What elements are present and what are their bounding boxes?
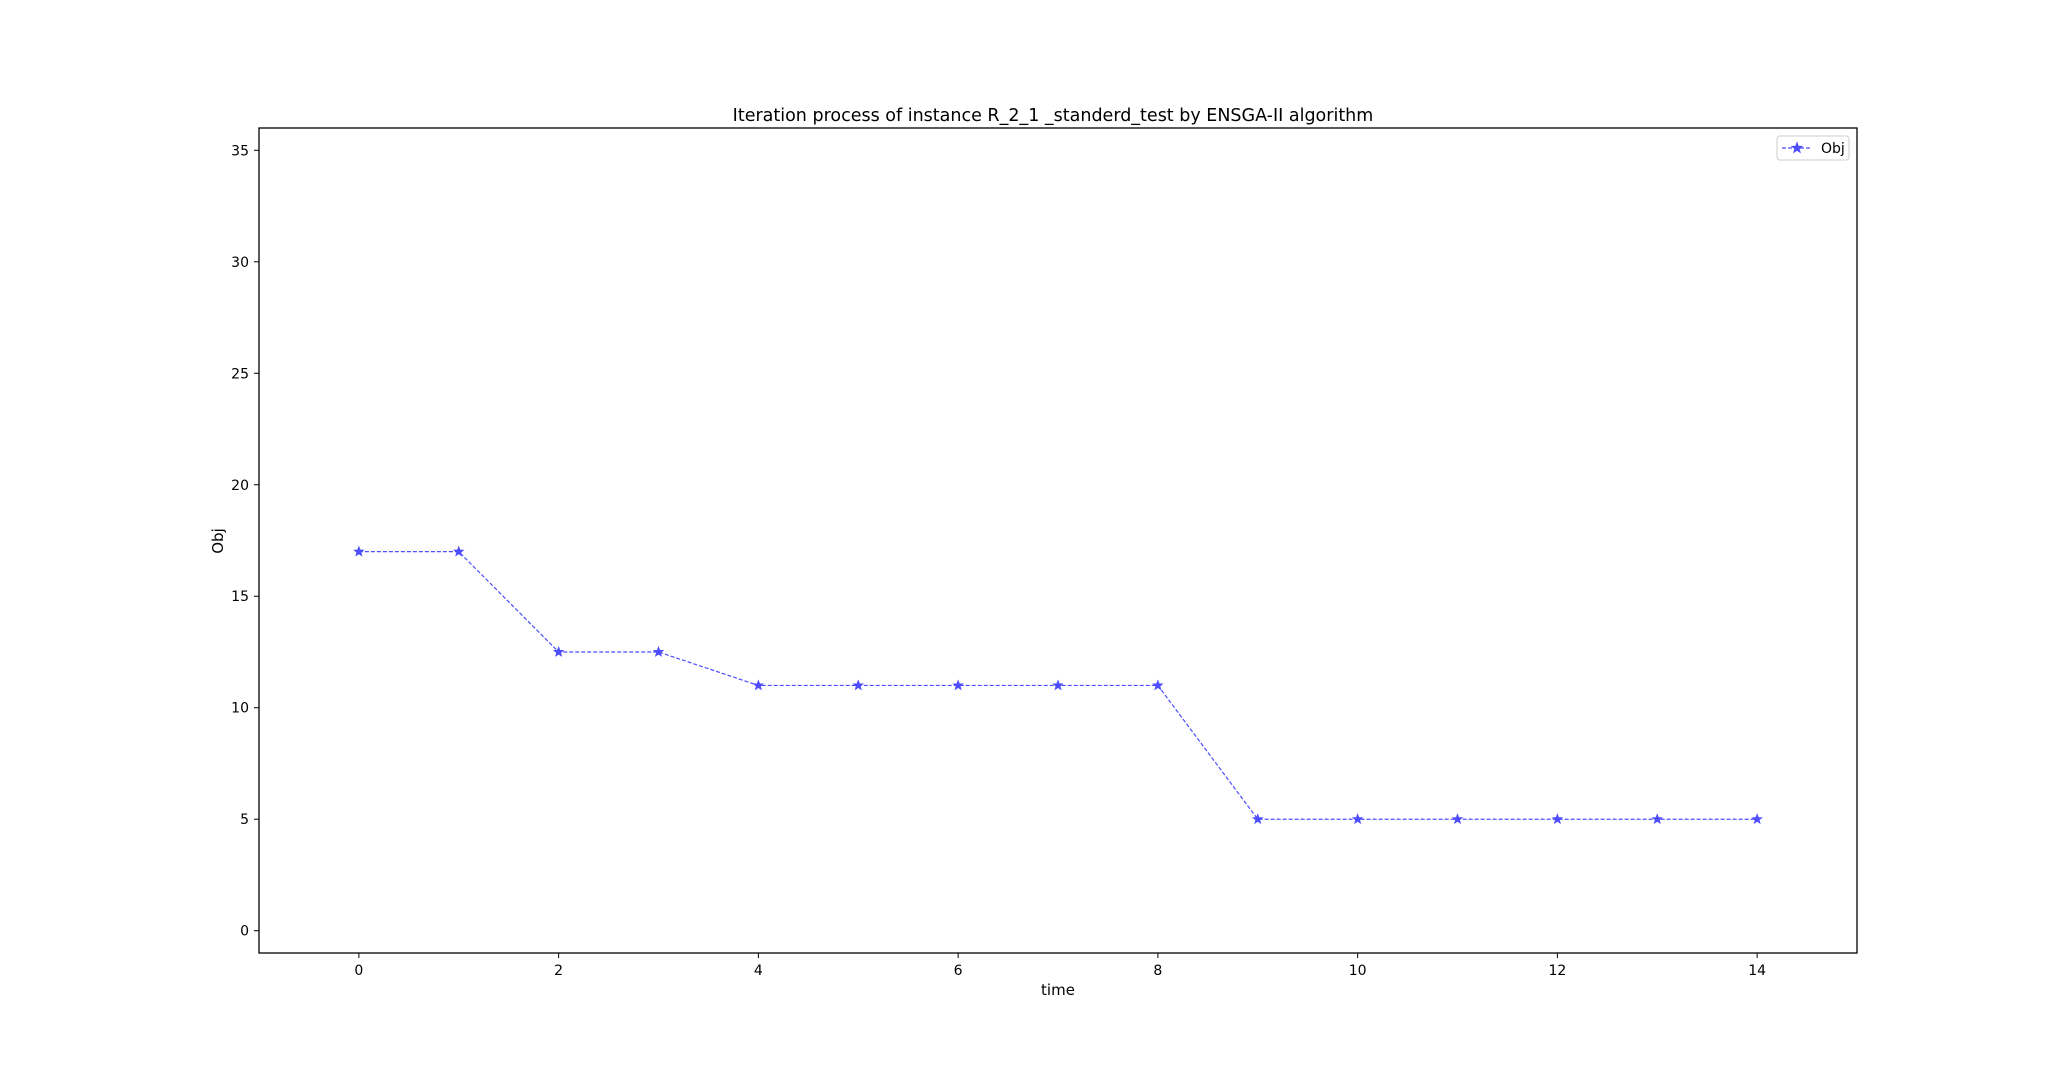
data-point (1551, 813, 1564, 825)
legend-star-icon (1790, 141, 1804, 154)
legend-label-obj: Obj (1821, 141, 1845, 157)
x-tick-label: 4 (754, 963, 763, 979)
data-point (1052, 679, 1064, 691)
y-tick-label: 30 (231, 255, 249, 271)
series-layer (353, 545, 1763, 825)
data-point (1351, 813, 1364, 825)
data-point (1751, 813, 1763, 825)
x-tick-label: 6 (954, 963, 963, 979)
plot-frame (258, 127, 1858, 954)
data-point (952, 679, 964, 691)
data-point (652, 645, 665, 657)
x-axis: 0 2 4 6 8 10 12 14 (354, 953, 1766, 979)
data-point (1651, 813, 1664, 825)
data-point (1152, 679, 1164, 691)
y-tick-label: 25 (231, 366, 249, 382)
legend: Obj (1776, 135, 1850, 161)
x-tick-label: 0 (354, 963, 363, 979)
x-tick-label: 2 (554, 963, 563, 979)
y-tick-label: 0 (240, 924, 249, 940)
data-point (452, 545, 465, 557)
x-tick-label: 10 (1349, 963, 1367, 979)
y-tick-label: 35 (231, 143, 249, 159)
x-tick-label: 14 (1748, 963, 1766, 979)
data-point (552, 645, 565, 657)
legend-box (1776, 135, 1850, 161)
data-point (852, 679, 865, 691)
data-point (1451, 813, 1464, 825)
y-tick-label: 5 (240, 812, 249, 828)
y-axis-label: Obj (209, 528, 227, 554)
y-tick-label: 15 (231, 589, 249, 605)
y-tick-label: 10 (231, 701, 249, 717)
y-tick-label: 20 (231, 478, 249, 494)
data-point (353, 545, 365, 557)
data-point (752, 679, 765, 691)
y-axis: 0 5 10 15 20 25 30 35 (231, 143, 259, 940)
x-tick-label: 8 (1153, 963, 1162, 979)
x-axis-label: time (1041, 981, 1075, 999)
data-point (1251, 813, 1264, 825)
chart-title: Iteration process of instance R_2_1 _sta… (733, 106, 1374, 126)
x-tick-label: 12 (1548, 963, 1566, 979)
